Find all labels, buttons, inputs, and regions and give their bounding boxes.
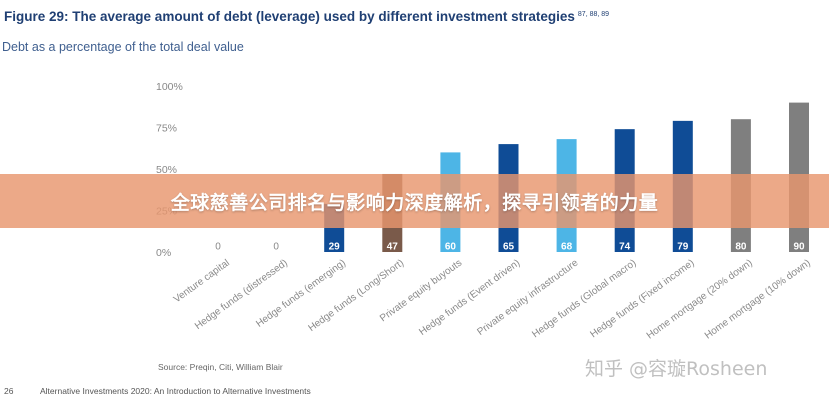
bar-value-label: 0 — [273, 241, 279, 252]
overlay-banner: 全球慈善公司排名与影响力深度解析，探寻引领者的力量 — [0, 174, 829, 228]
bar-value-label: 60 — [445, 241, 457, 252]
x-category-label: Hedge funds (distressed) — [193, 258, 290, 333]
x-category-label: Hedge funds (Global macro) — [530, 258, 638, 341]
y-tick-label: 100% — [156, 81, 183, 93]
watermark: 知乎 @容璇Rosheen — [585, 358, 768, 380]
bar-value-label: 68 — [561, 241, 573, 252]
x-category-label: Private equity infrastructure — [475, 257, 580, 338]
x-category-label: Hedge funds (Event driven) — [417, 258, 522, 338]
bar-value-label: 74 — [619, 241, 631, 252]
bar-value-label: 29 — [329, 241, 341, 252]
x-category-label: Home mortgage (20% down) — [645, 258, 755, 342]
banner-text: 全球慈善公司排名与影响力深度解析，探寻引领者的力量 — [170, 191, 659, 214]
bar-value-label: 0 — [215, 241, 221, 252]
y-tick-label: 0% — [156, 247, 171, 259]
page-number: 26 — [4, 386, 14, 396]
bar-value-label: 79 — [677, 241, 689, 252]
x-category-label: Venture capital — [172, 258, 232, 306]
bar-value-label: 47 — [387, 241, 399, 252]
x-category-label: Hedge funds (Fixed income) — [588, 258, 696, 341]
y-tick-label: 75% — [156, 123, 177, 135]
y-tick-label: 50% — [156, 164, 177, 176]
figure-references: 87, 88, 89 — [577, 10, 610, 18]
bar-value-label: 65 — [503, 241, 515, 252]
x-category-label: Home mortgage (10% down) — [703, 258, 813, 342]
figure-title: Figure 29: The average amount of debt (l… — [4, 9, 610, 24]
document-title: Alternative Investments 2020: An Introdu… — [40, 386, 311, 396]
bar-value-label: 80 — [735, 241, 747, 252]
x-category-label: Hedge funds (Long/Short) — [306, 258, 406, 335]
source-note: Source: Preqin, Citi, William Blair — [158, 362, 283, 372]
figure-subtitle: Debt as a percentage of the total deal v… — [2, 40, 244, 54]
bar-value-label: 90 — [793, 241, 805, 252]
